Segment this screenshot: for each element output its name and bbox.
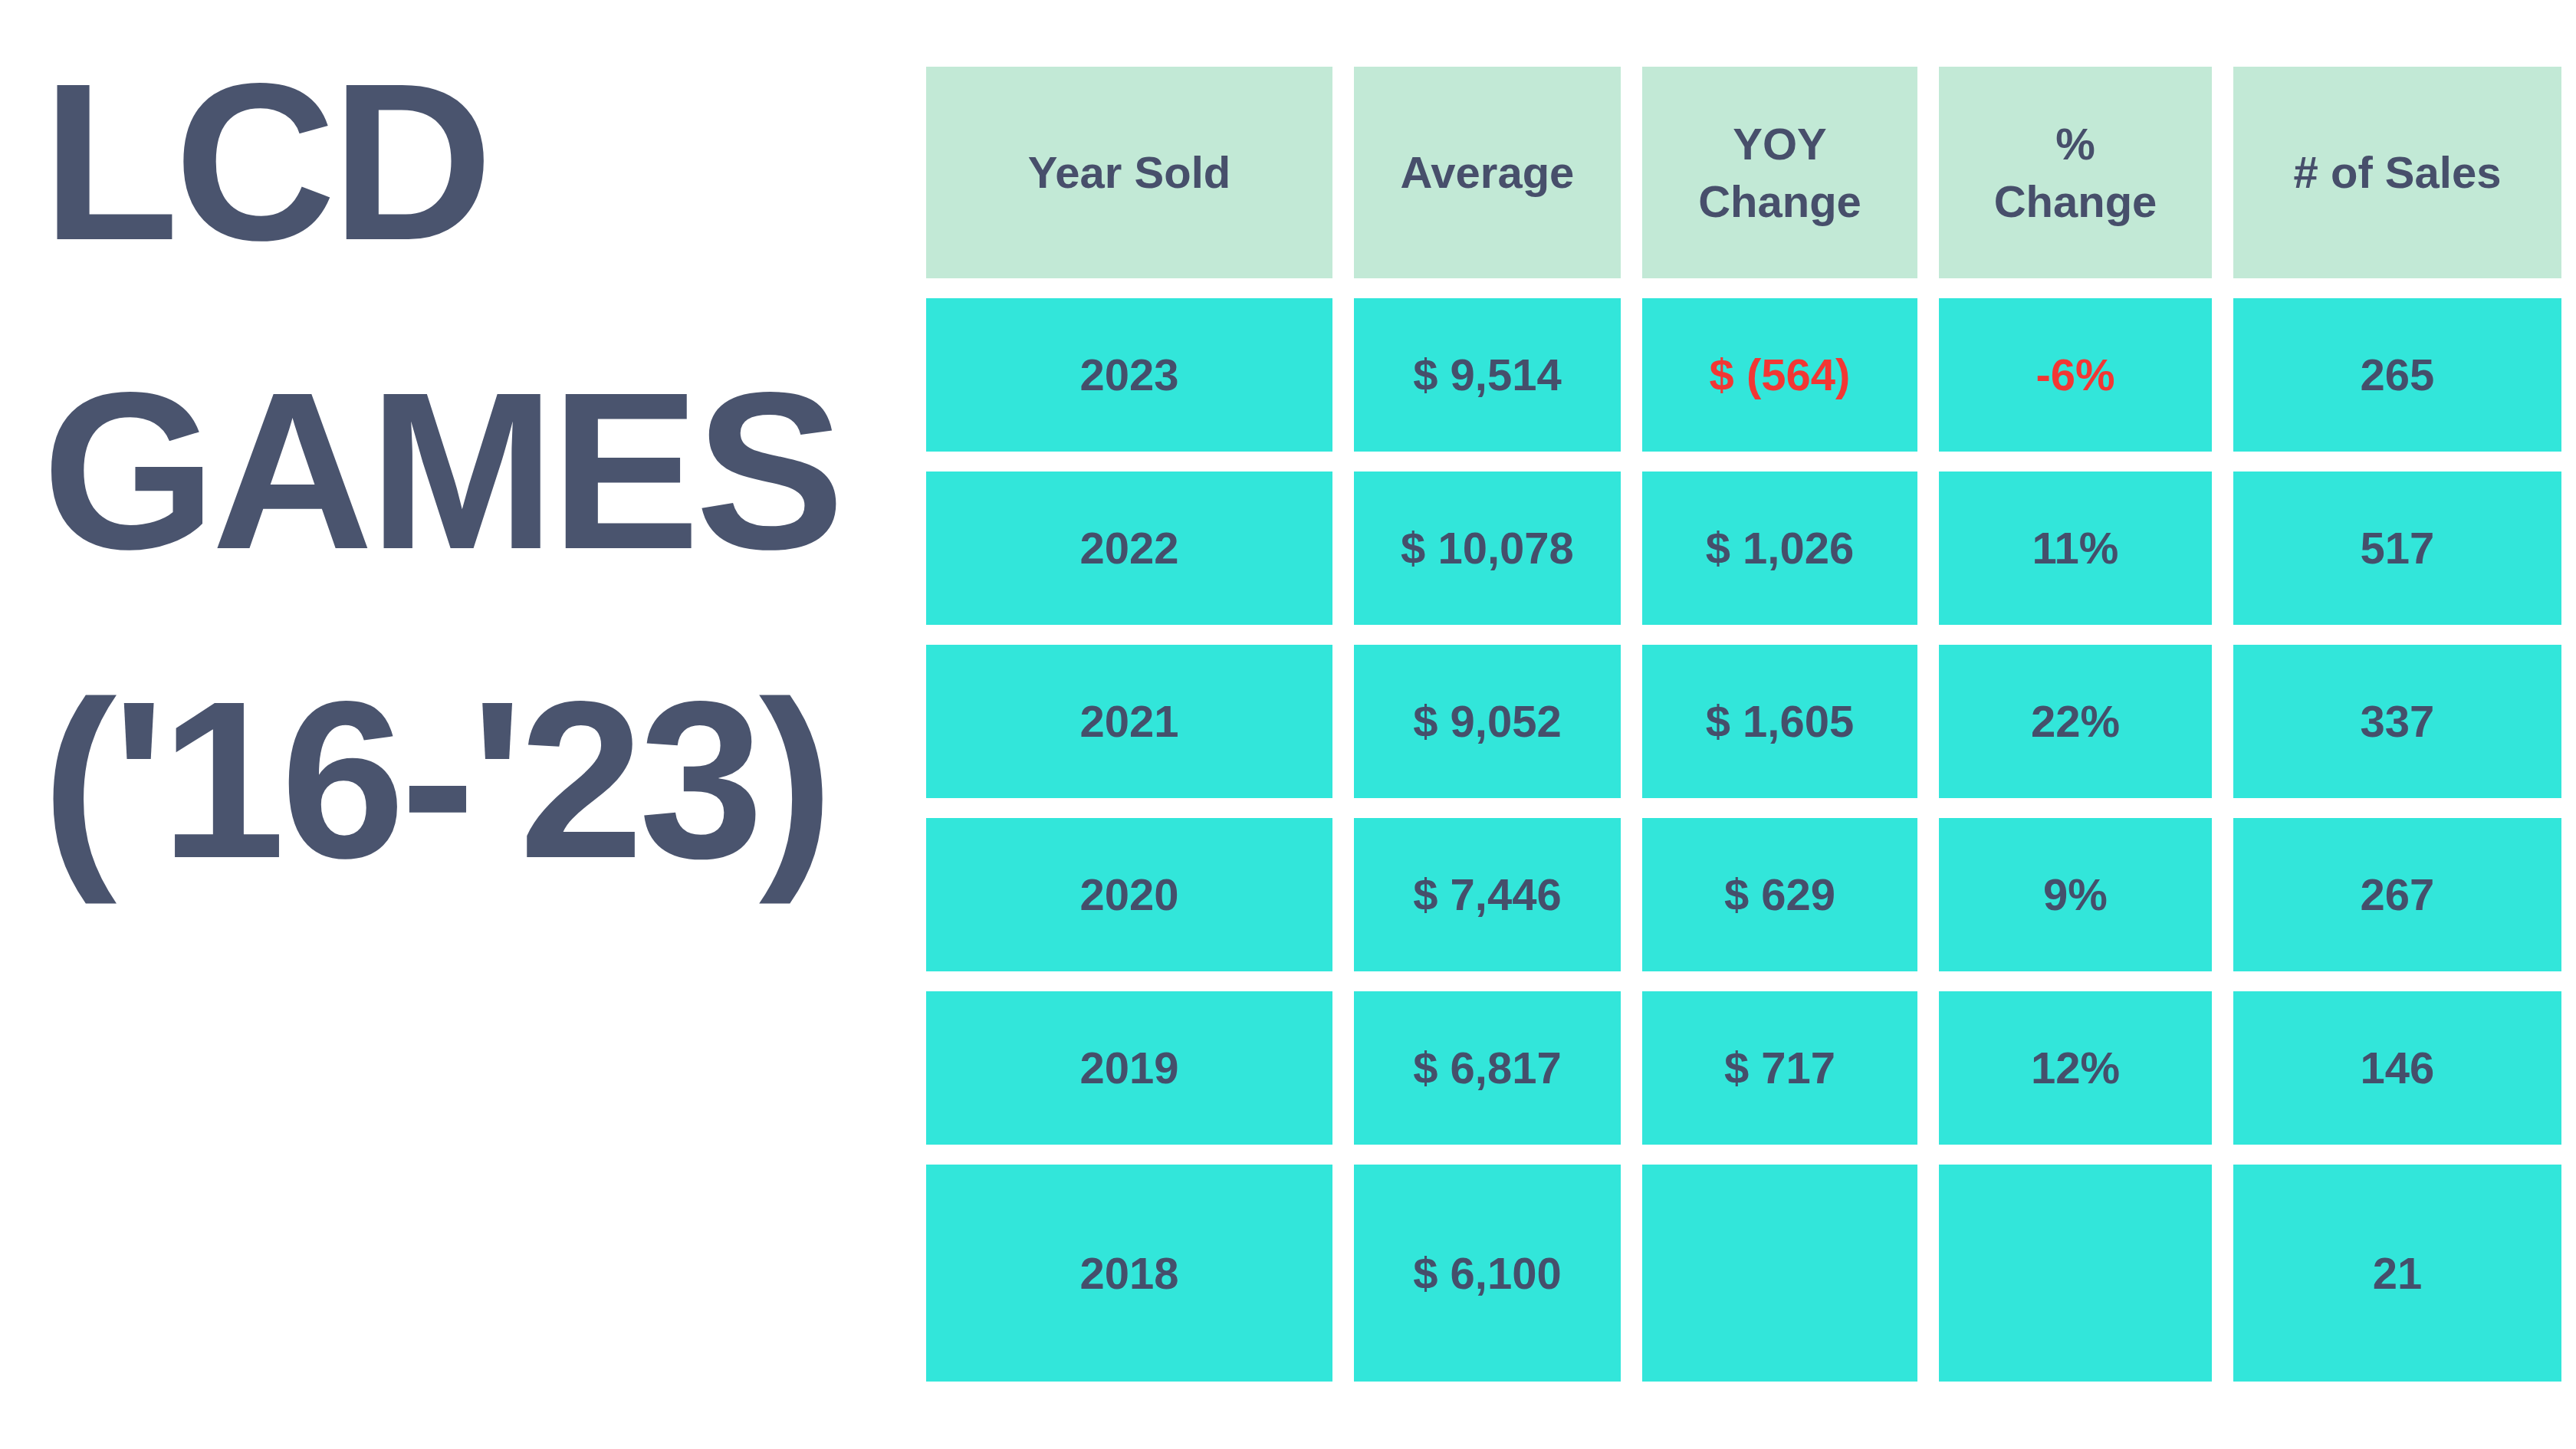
page-title-line-3: ('16-'23) (42, 626, 840, 935)
cell-pct-change: 22% (1939, 645, 2212, 798)
column-header-pct-change: % Change (1939, 67, 2212, 278)
column-header-year-sold: Year Sold (926, 67, 1332, 278)
cell-average: $ 9,052 (1354, 645, 1621, 798)
sales-table: Year Sold Average YOY Change % Change # … (926, 67, 2561, 1382)
cell-num-sales: 265 (2233, 298, 2561, 452)
page-title-line-1: LCD (42, 8, 840, 317)
cell-year: 2022 (926, 472, 1332, 625)
cell-pct-change: -6% (1939, 298, 2212, 452)
cell-average: $ 9,514 (1354, 298, 1621, 452)
cell-num-sales: 337 (2233, 645, 2561, 798)
cell-average: $ 6,817 (1354, 991, 1621, 1145)
cell-pct-change (1939, 1165, 2212, 1382)
cell-average: $ 7,446 (1354, 818, 1621, 971)
slide-canvas: LCD GAMES ('16-'23) Year Sold Average YO… (0, 0, 2576, 1449)
cell-year: 2020 (926, 818, 1332, 971)
cell-yoy-change: $ 1,605 (1642, 645, 1917, 798)
column-header-average: Average (1354, 67, 1621, 278)
column-header-num-sales: # of Sales (2233, 67, 2561, 278)
cell-num-sales: 146 (2233, 991, 2561, 1145)
cell-year: 2019 (926, 991, 1332, 1145)
column-header-yoy-change: YOY Change (1642, 67, 1917, 278)
cell-yoy-change: $ 717 (1642, 991, 1917, 1145)
page-title-line-2: GAMES (42, 317, 840, 626)
cell-pct-change: 11% (1939, 472, 2212, 625)
cell-year: 2021 (926, 645, 1332, 798)
cell-num-sales: 267 (2233, 818, 2561, 971)
cell-average: $ 10,078 (1354, 472, 1621, 625)
cell-num-sales: 21 (2233, 1165, 2561, 1382)
page-title: LCD GAMES ('16-'23) (42, 8, 840, 935)
cell-year: 2023 (926, 298, 1332, 452)
cell-yoy-change: $ 629 (1642, 818, 1917, 971)
cell-yoy-change (1642, 1165, 1917, 1382)
cell-year: 2018 (926, 1165, 1332, 1382)
cell-pct-change: 12% (1939, 991, 2212, 1145)
cell-num-sales: 517 (2233, 472, 2561, 625)
cell-average: $ 6,100 (1354, 1165, 1621, 1382)
cell-yoy-change: $ (564) (1642, 298, 1917, 452)
cell-pct-change: 9% (1939, 818, 2212, 971)
cell-yoy-change: $ 1,026 (1642, 472, 1917, 625)
